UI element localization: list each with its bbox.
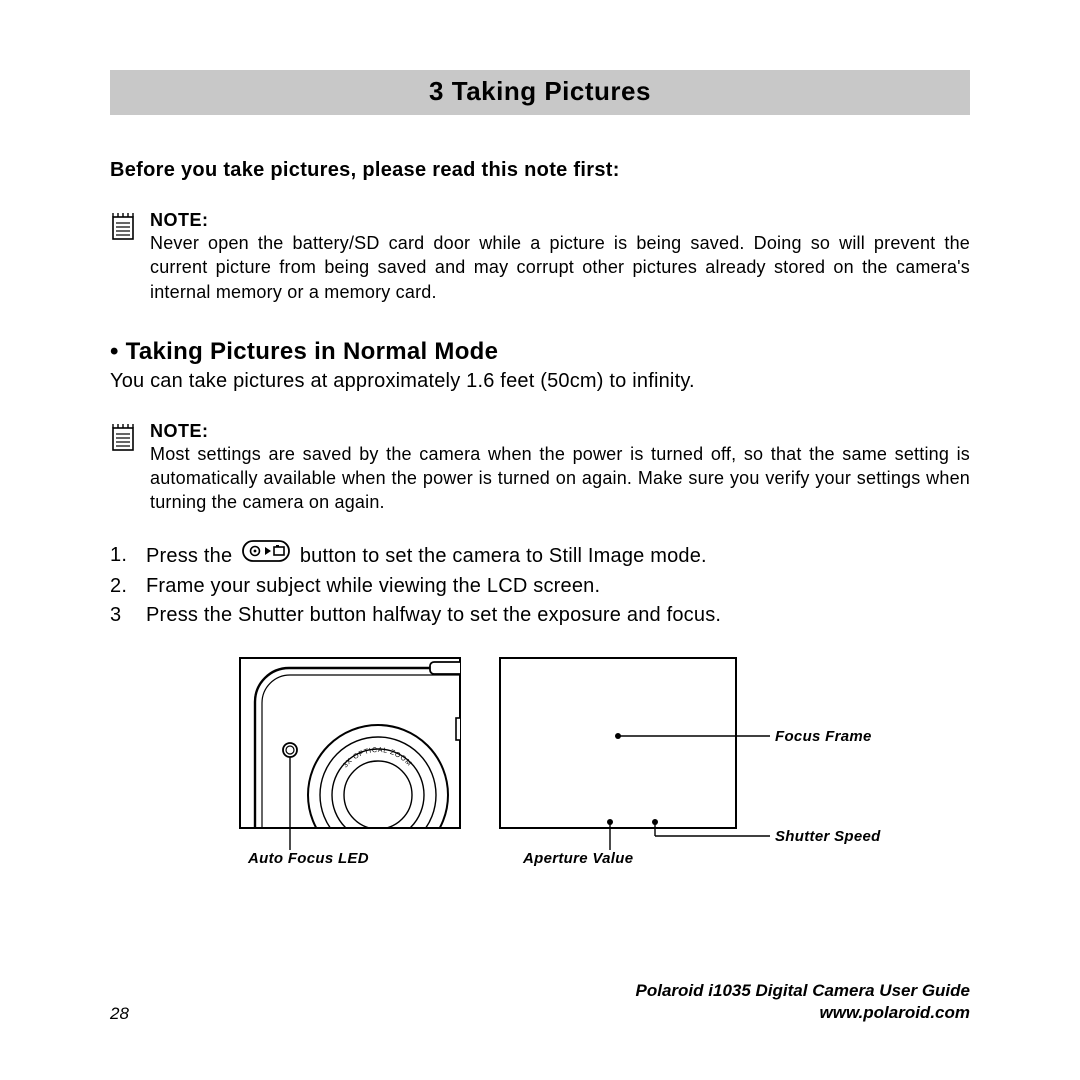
note-content: NOTE: Most settings are saved by the cam… [150,421,970,515]
page-number: 28 [110,1004,129,1024]
step-text: Press the Shutter button halfway to set … [146,601,721,630]
step-text: Frame your subject while viewing the LCD… [146,572,600,601]
step-text: Press the button to set the camera to St… [146,541,707,572]
note-block-1: NOTE: Never open the battery/SD card doo… [110,210,970,304]
step-number: 2. [110,572,136,601]
notepad-icon [110,212,136,304]
chapter-title: Taking Pictures [452,76,651,106]
intro-text: Before you take pictures, please read th… [110,159,970,182]
label-shutterspeed: Shutter Speed [775,828,881,845]
label-aperture: Aperture Value [523,850,633,867]
chapter-number: 3 [429,76,444,106]
note-block-2: NOTE: Most settings are saved by the cam… [110,421,970,515]
steps-list: 1. Press the button to set the camera to… [110,541,970,630]
diagram-area: 3X OPTICAL ZOOM LENS [110,650,970,880]
step-number: 1. [110,541,136,572]
section-title: Taking Pictures in Normal Mode [126,338,499,365]
step-3: 3 Press the Shutter button halfway to se… [110,601,970,630]
label-autofocus: Auto Focus LED [248,850,369,867]
note-body: Never open the battery/SD card door whil… [150,231,970,304]
page-footer: 28 Polaroid i1035 Digital Camera User Gu… [110,980,970,1024]
note-label: NOTE: [150,210,970,231]
step-1: 1. Press the button to set the camera to… [110,541,970,572]
section-heading: • Taking Pictures in Normal Mode [110,338,970,366]
manual-page: 3 Taking Pictures Before you take pictur… [110,70,970,880]
section-lead: You can take pictures at approximately 1… [110,370,970,393]
footer-right: Polaroid i1035 Digital Camera User Guide… [636,980,970,1024]
footer-url: www.polaroid.com [636,1002,970,1024]
chapter-heading: 3 Taking Pictures [110,70,970,115]
label-focusframe: Focus Frame [775,728,872,745]
note-label: NOTE: [150,421,970,442]
mode-button-icon [242,540,290,571]
bullet-icon: • [110,338,119,365]
notepad-icon [110,423,136,515]
footer-guide: Polaroid i1035 Digital Camera User Guide [636,980,970,1002]
diagram-svg: 3X OPTICAL ZOOM LENS [110,650,970,880]
step-number: 3 [110,601,136,630]
step-2: 2. Frame your subject while viewing the … [110,572,970,601]
note-content: NOTE: Never open the battery/SD card doo… [150,210,970,304]
note-body: Most settings are saved by the camera wh… [150,442,970,515]
